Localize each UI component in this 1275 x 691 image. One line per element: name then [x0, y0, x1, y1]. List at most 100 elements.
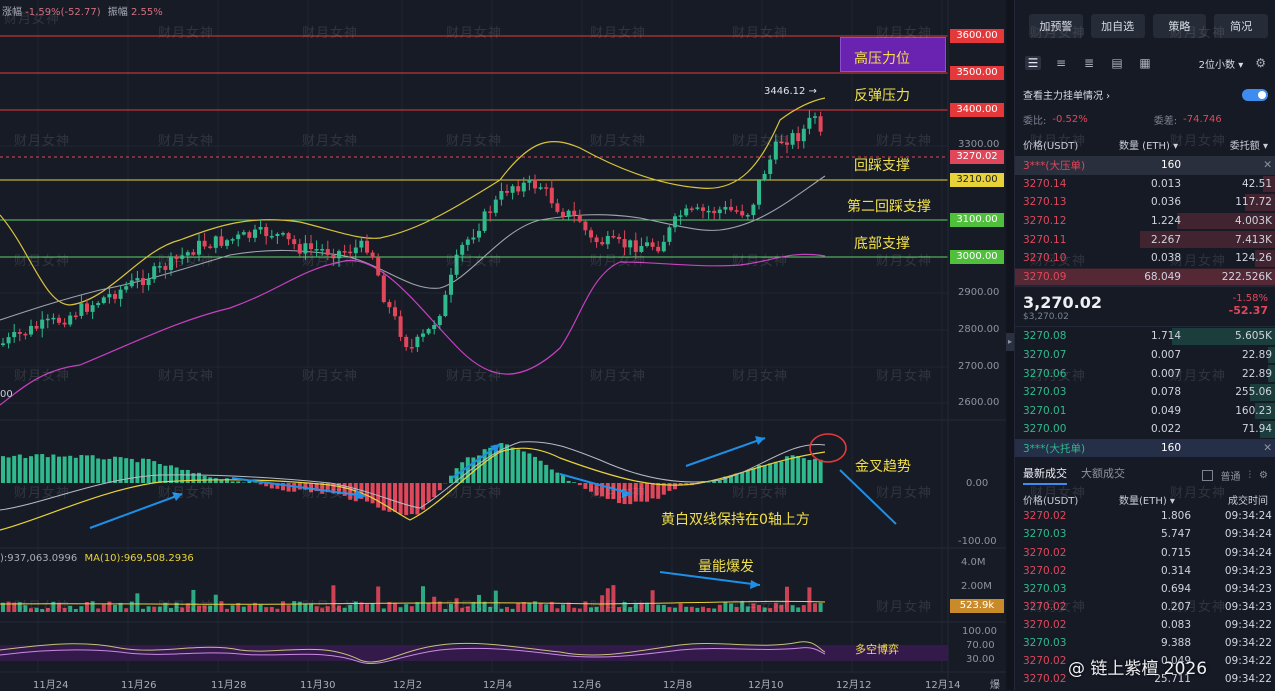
macd-bar: [656, 483, 660, 499]
candle-body: [634, 240, 638, 252]
tab-large-trades[interactable]: 大额成交: [1081, 465, 1125, 485]
macd-bar: [578, 483, 582, 485]
candle-body: [791, 133, 795, 145]
macd-bar: [7, 457, 11, 483]
candle-body: [393, 307, 397, 316]
precision-select[interactable]: 2位小数 ▾: [1199, 56, 1244, 71]
add-watchlist-button[interactable]: 加自选: [1091, 14, 1145, 38]
kline-chart[interactable]: 涨幅 -1.59%(-52.77) 振幅 2.55% 00 3446.12 → …: [0, 0, 1008, 690]
both-sides-view-icon[interactable]: ☰: [1025, 56, 1041, 70]
big-sell-row[interactable]: 3***(大压单) 160 ✕: [1015, 156, 1275, 175]
add-alert-button[interactable]: 加预警: [1029, 14, 1083, 38]
trade-col-qty[interactable]: 数量(ETH) ▾: [1119, 492, 1199, 507]
candle-body: [522, 183, 526, 192]
normal-checkbox[interactable]: [1202, 470, 1213, 481]
candle-body: [371, 253, 375, 257]
tab-latest-trades[interactable]: 最新成交: [1023, 465, 1067, 485]
order-price: 3270.08: [1023, 330, 1119, 342]
main-orders-link[interactable]: 查看主力挂单情况 ›: [1023, 87, 1110, 102]
grid-view-icon[interactable]: ▦: [1137, 56, 1153, 70]
candle-body: [382, 275, 386, 302]
volume-bar: [147, 606, 151, 612]
col-qty[interactable]: 数量 (ETH) ▾: [1119, 137, 1199, 152]
order-qty: 0.038: [1119, 252, 1181, 264]
candle-body: [695, 207, 699, 209]
volume-bar: [779, 605, 783, 612]
change-header: 涨幅 -1.59%(-52.77) 振幅 2.55%: [2, 3, 163, 18]
volume-bar: [404, 604, 408, 612]
volume-bar: [763, 608, 767, 612]
volume-bar: [169, 608, 173, 612]
order-total: 71.94: [1181, 423, 1272, 435]
volume-bar: [287, 605, 291, 612]
volume-bar: [158, 607, 162, 612]
settings-icon[interactable]: ⚙: [1259, 470, 1268, 481]
filter-icon[interactable]: ⫶: [1249, 470, 1252, 481]
macd-bar: [768, 463, 772, 483]
candle-body: [186, 252, 190, 255]
candle-body: [113, 294, 117, 299]
volume-bar: [96, 608, 100, 612]
volume-bar: [225, 609, 229, 612]
order-qty: 0.022: [1119, 423, 1181, 435]
bids-view-icon[interactable]: ≡: [1053, 56, 1069, 70]
candle-body: [68, 316, 72, 325]
macd-bar: [96, 459, 100, 483]
candle-body: [662, 242, 666, 251]
asks-view-icon[interactable]: ≣: [1081, 56, 1097, 70]
candle-body: [494, 200, 498, 213]
col-total[interactable]: 委托额 ▾: [1199, 137, 1268, 152]
macd-bar: [236, 481, 240, 483]
overview-button[interactable]: 简况: [1214, 14, 1268, 38]
order-price: 3270.10: [1023, 252, 1119, 264]
collapse-handle-icon[interactable]: ▸: [1006, 333, 1014, 351]
big-buy-row[interactable]: 3***(大托单) 160 ✕: [1015, 439, 1275, 458]
volume-bar: [371, 603, 375, 612]
strategy-button[interactable]: 策略: [1153, 14, 1207, 38]
macd-bar: [35, 454, 39, 483]
close-icon[interactable]: ✕: [1181, 159, 1272, 171]
volume-bar: [393, 603, 397, 612]
candle-body: [79, 303, 83, 316]
annotation-bull-bear: 多空博弈: [855, 641, 899, 657]
volume-bar: [113, 605, 117, 612]
volume-info: ):937,063.0996 MA(10):969,508.2936: [0, 553, 194, 564]
close-icon[interactable]: ✕: [1181, 442, 1272, 454]
annotation-volume-note: 量能爆发: [698, 556, 754, 576]
candle-body: [690, 208, 694, 210]
macd-bar: [791, 455, 795, 483]
order-qty: 2.267: [1119, 234, 1181, 246]
settings-icon[interactable]: ⚙: [1255, 56, 1266, 70]
candle-body: [516, 186, 520, 191]
macd-bar: [46, 457, 50, 483]
macd-bar: [231, 481, 235, 483]
panel-splitter[interactable]: ▸: [1006, 0, 1014, 690]
trade-time: 09:34:24: [1191, 528, 1272, 540]
macd-bar: [18, 455, 22, 483]
main-orders-toggle[interactable]: [1242, 89, 1268, 101]
candle-body: [102, 297, 106, 303]
list-view-icon[interactable]: ▤: [1109, 56, 1125, 70]
x-tick: 12月14: [925, 676, 960, 691]
